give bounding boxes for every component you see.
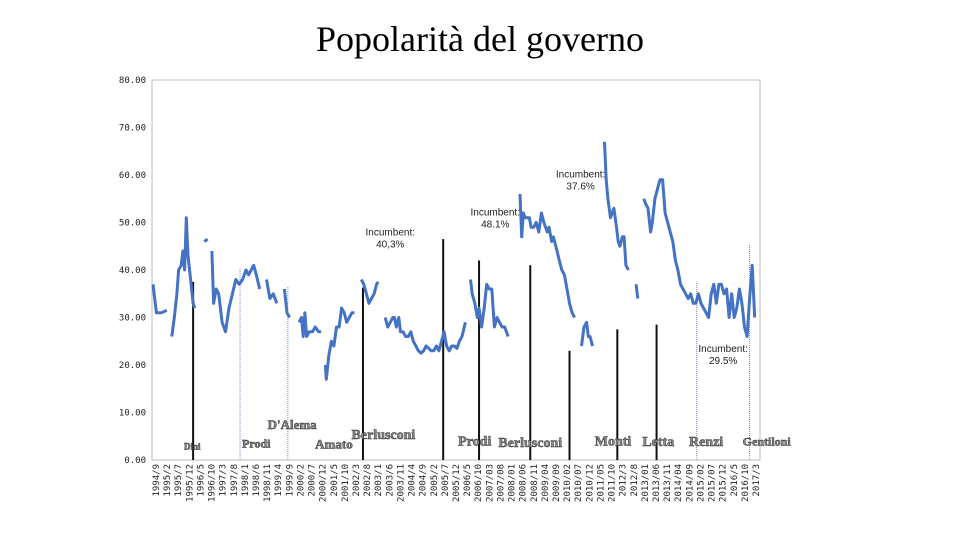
x-tick-label: 1999/4 xyxy=(274,464,284,497)
government-label: Prodi xyxy=(242,437,271,451)
y-tick-label: 50.00 xyxy=(119,219,146,229)
x-tick-label: 1996/10 xyxy=(208,464,218,502)
x-tick-label: 2013/06 xyxy=(652,464,662,502)
y-axis-ticks: 0.00 10.00 20.00 30.00 40.00 50.00 60.00 70.00 8… xyxy=(119,76,146,466)
incumbent-annotation: Incumbent: 37.6% xyxy=(556,169,605,192)
y-tick-label: 0.00 xyxy=(124,456,146,466)
x-tick-label: 2010/12 xyxy=(585,464,595,502)
x-tick-label: 2013/11 xyxy=(663,464,673,502)
x-tick-label: 2005/7 xyxy=(441,464,451,497)
government-markers xyxy=(192,239,751,460)
x-tick-label: 2005/12 xyxy=(452,464,462,502)
x-tick-label: 2016/5 xyxy=(730,464,740,497)
x-tick-label: 2002/8 xyxy=(363,464,373,497)
x-tick-label: 2008/01 xyxy=(508,464,518,502)
government-label: Letta xyxy=(642,435,674,450)
x-tick-label: 2006/10 xyxy=(474,464,484,502)
x-tick-label: 2009/09 xyxy=(552,464,562,502)
x-tick-label: 1996/5 xyxy=(196,464,206,497)
government-label: Dini xyxy=(184,442,201,452)
x-tick-label: 1997/8 xyxy=(230,464,240,497)
incumbent-annotation: Incumbent: 29.5% xyxy=(698,344,747,367)
government-label: Berlusconi xyxy=(498,436,562,451)
x-tick-label: 1999/9 xyxy=(285,464,295,497)
y-tick-label: 60.00 xyxy=(119,171,146,181)
x-tick-label: 2011/10 xyxy=(608,464,618,502)
incumbent-annotations: Incumbent: 37.6% Incumbent: 48.1% Incumbent:… xyxy=(366,169,748,367)
series-line xyxy=(151,141,757,381)
government-label: Amato xyxy=(315,437,353,452)
x-tick-label: 1998/11 xyxy=(263,464,273,502)
x-tick-label: 2016/10 xyxy=(741,464,751,502)
x-tick-label: 2003/6 xyxy=(385,464,395,497)
x-tick-label: 2010/07 xyxy=(574,464,584,502)
x-tick-label: 1994/9 xyxy=(152,464,162,497)
x-tick-label: 2002/3 xyxy=(352,464,362,497)
x-tick-label: 2015/02 xyxy=(696,464,706,502)
x-tick-label: 1998/1 xyxy=(241,464,251,497)
x-tick-label: 1995/2 xyxy=(163,464,173,497)
government-label: Renzi xyxy=(689,435,723,450)
plot-border xyxy=(151,79,761,461)
x-tick-label: 2013/01 xyxy=(641,464,651,502)
x-tick-label: 2007/08 xyxy=(496,464,506,502)
x-tick-label: 2010/02 xyxy=(563,464,573,502)
x-tick-label: 2000/2 xyxy=(296,464,306,497)
y-tick-label: 20.00 xyxy=(119,361,146,371)
y-tick-label: 10.00 xyxy=(119,409,146,419)
popularity-series xyxy=(151,141,757,381)
x-tick-label: 2012/3 xyxy=(619,464,629,497)
x-tick-label: 1995/7 xyxy=(174,464,184,497)
x-tick-label: 2001/10 xyxy=(341,464,351,502)
plot-frame xyxy=(151,79,761,461)
x-tick-label: 1997/3 xyxy=(219,464,229,497)
x-tick-label: 2009/04 xyxy=(541,464,551,502)
y-tick-label: 80.00 xyxy=(119,76,146,86)
x-tick-label: 2005/2 xyxy=(430,464,440,497)
x-tick-label: 2017/3 xyxy=(752,464,762,497)
x-tick-label: 2000/7 xyxy=(308,464,318,497)
x-tick-label: 2014/09 xyxy=(685,464,695,502)
x-tick-label: 1995/12 xyxy=(185,464,195,502)
incumbent-annotation: Incumbent: 48.1% xyxy=(471,207,520,230)
x-tick-label: 2006/5 xyxy=(463,464,473,497)
government-label: Prodi xyxy=(458,434,491,449)
x-tick-label: 2003/1 xyxy=(374,464,384,497)
chart-title: Popolarità del governo xyxy=(316,19,644,59)
x-tick-label: 2014/04 xyxy=(674,464,684,502)
government-label: Gentiloni xyxy=(743,434,792,448)
government-label: Monti xyxy=(595,434,632,449)
x-tick-label: 1998/6 xyxy=(252,464,262,497)
x-tick-label: 2004/9 xyxy=(419,464,429,497)
x-tick-label: 2008/06 xyxy=(519,464,529,502)
x-tick-label: 2004/4 xyxy=(408,464,418,497)
x-axis-ticks: 1994/9 1995/2 1995/7 1995/12 1996/5 1996/10 19… xyxy=(152,464,762,502)
x-tick-label: 2000/12 xyxy=(319,464,329,502)
government-label: D'Alema xyxy=(268,417,318,432)
x-tick-label: 2003/11 xyxy=(396,464,406,502)
y-tick-label: 40.00 xyxy=(119,266,146,276)
y-tick-label: 30.00 xyxy=(119,314,146,324)
x-tick-label: 2015/12 xyxy=(719,464,729,502)
x-tick-label: 2011/05 xyxy=(596,464,606,502)
x-tick-label: 2001/5 xyxy=(330,464,340,497)
x-tick-label: 2007/03 xyxy=(485,464,495,502)
incumbent-annotation: Incumbent: 40,3% xyxy=(366,227,415,250)
x-tick-label: 2012/8 xyxy=(630,464,640,497)
government-label: Berlusconi xyxy=(352,428,416,443)
x-tick-label: 2008/11 xyxy=(530,464,540,502)
x-tick-label: 2015/07 xyxy=(708,464,718,502)
y-tick-label: 70.00 xyxy=(119,124,146,134)
